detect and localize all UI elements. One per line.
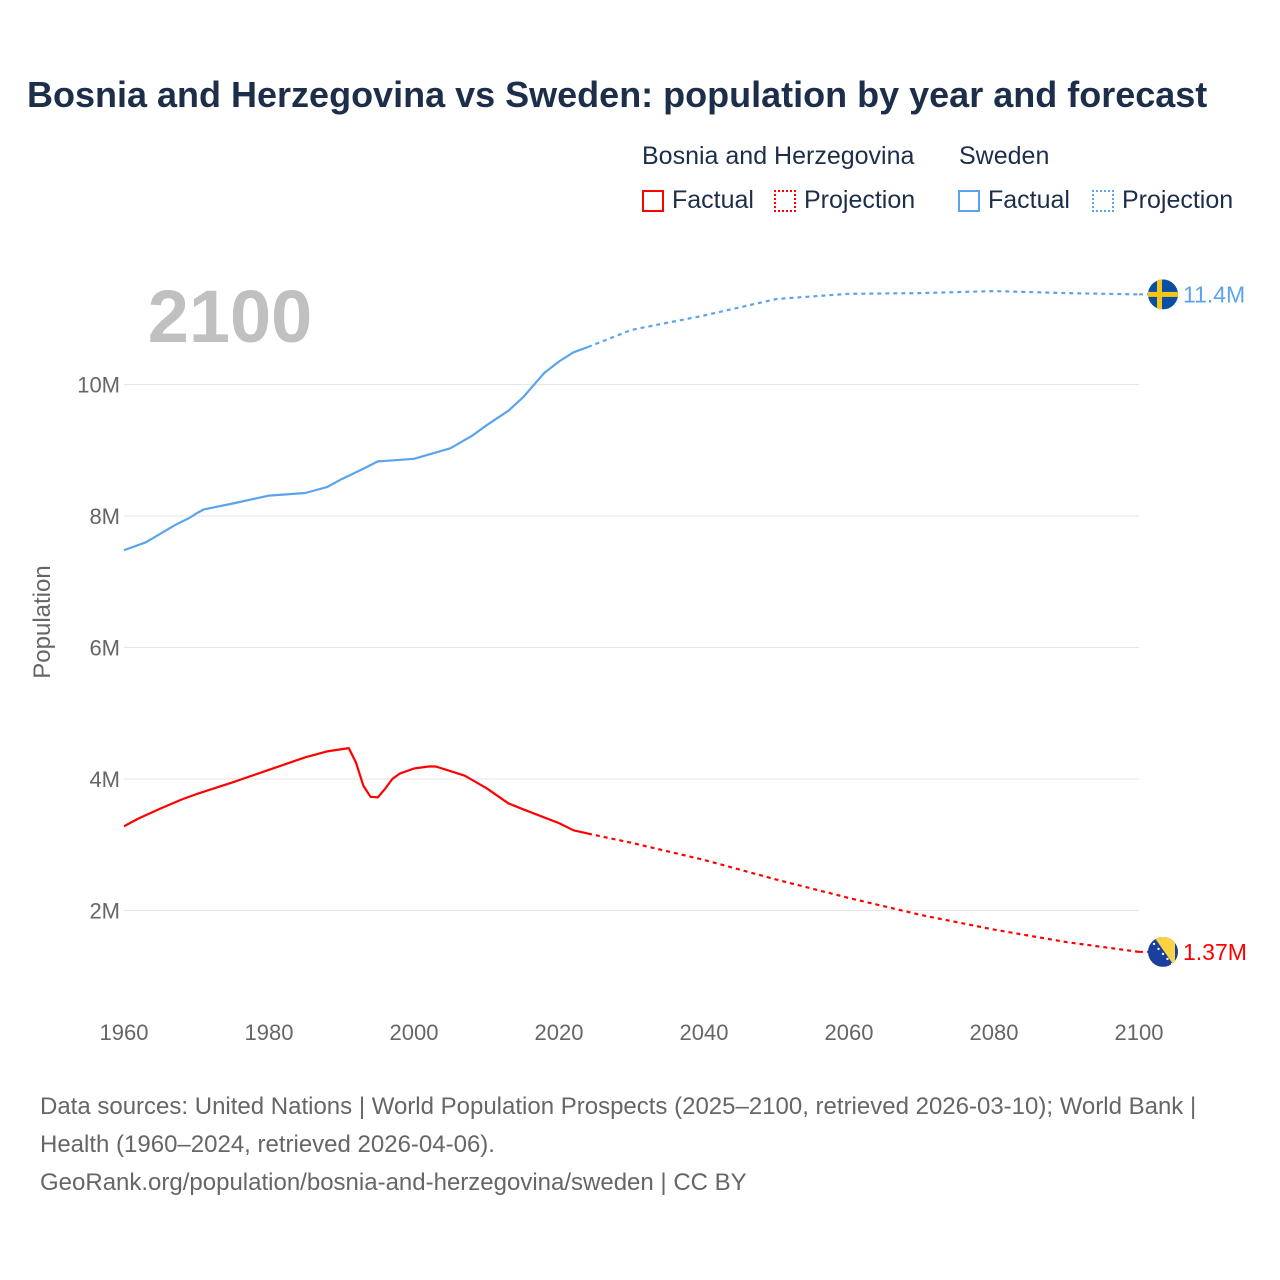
footer: Data sources: United Nations | World Pop… [40, 1088, 1240, 1202]
data-sources: Data sources: United Nations | World Pop… [40, 1093, 1197, 1158]
x-tick-label: 2060 [825, 1020, 874, 1045]
legend-label: Projection [804, 186, 916, 214]
legend-group-bosnia: Bosnia and Herzegovina [642, 142, 915, 170]
legend-sweden-factual[interactable]: Factual [958, 186, 1070, 215]
bosnia-and-herzegovina-projection-line [587, 832, 1140, 953]
y-tick-label: 2M [89, 899, 120, 924]
y-axis-label: Population [29, 565, 56, 678]
legend-bosnia-factual[interactable]: Factual [642, 186, 754, 215]
y-tick-label: 6M [89, 636, 120, 661]
y-tick-label: 8M [89, 504, 120, 529]
bosnia-and-herzegovina-end-label: 1.37M [1183, 939, 1247, 965]
sweden-flag-icon [1148, 279, 1178, 310]
legend-label: Factual [988, 186, 1070, 214]
legend-swatch-dotted [774, 189, 796, 212]
x-tick-label: 2080 [970, 1020, 1019, 1045]
x-tick-label: 2040 [680, 1020, 729, 1045]
bosnia-flag-icon [1148, 936, 1178, 967]
x-tick-label: 2020 [535, 1020, 584, 1045]
sweden-factual-line [123, 345, 589, 552]
legend-swatch-dotted [1092, 189, 1114, 212]
legend-sweden-projection[interactable]: Projection [1092, 186, 1233, 215]
legend-swatch-solid [642, 189, 664, 212]
chart-title: Bosnia and Herzegovina vs Sweden: popula… [27, 74, 1208, 115]
x-tick-label: 2100 [1115, 1020, 1164, 1045]
bosnia-and-herzegovina-factual-line [123, 747, 589, 835]
legend-label: Factual [672, 186, 754, 214]
year-indicator: 2100 [148, 275, 313, 358]
credit-link[interactable]: GeoRank.org/population/bosnia-and-herzeg… [40, 1169, 747, 1196]
x-tick-label: 1960 [100, 1020, 149, 1045]
sweden-projection-line [587, 289, 1140, 349]
legend-bosnia-projection[interactable]: Projection [774, 186, 915, 215]
legend-swatch-solid [958, 189, 980, 212]
y-tick-label: 10M [77, 373, 120, 398]
legend-label: Projection [1122, 186, 1234, 214]
y-tick-label: 4M [89, 767, 120, 792]
legend-group-sweden: Sweden [959, 142, 1050, 170]
x-tick-label: 2000 [390, 1020, 439, 1045]
x-tick-label: 1980 [245, 1020, 294, 1045]
sweden-end-label: 11.4M [1183, 281, 1245, 307]
